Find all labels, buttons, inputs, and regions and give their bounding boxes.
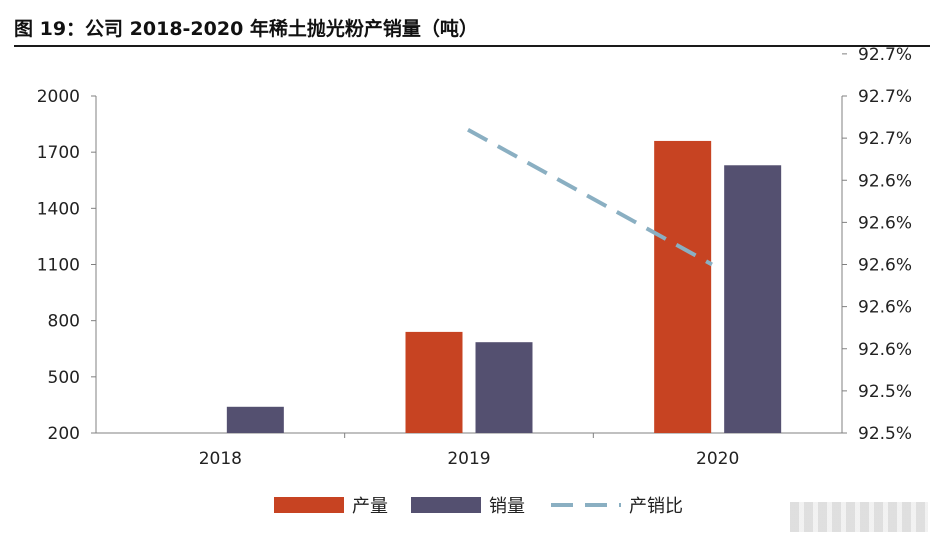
left-axis-tick-label: 200 [48, 424, 80, 444]
right-axis-tick-label: 92.7% [858, 45, 912, 65]
left-axis-tick-label: 1700 [37, 143, 80, 163]
right-axis-tick-label: 92.7% [858, 129, 912, 149]
right-axis-tick-label: 92.5% [858, 424, 912, 444]
legend-swatch-sales [411, 497, 481, 513]
right-axis-tick-label: 92.5% [858, 382, 912, 402]
legend-label: 产量 [352, 496, 388, 517]
right-axis-tick-label: 92.6% [858, 213, 912, 233]
bar-sales [724, 165, 782, 433]
left-axis-tick-label: 2000 [37, 87, 80, 107]
x-axis-tick-label: 2019 [447, 449, 490, 469]
bar-production [654, 140, 712, 433]
line-ratio-segment [467, 127, 713, 267]
watermark [790, 502, 928, 532]
right-axis-tick-label: 92.6% [858, 298, 912, 318]
right-axis-tick-label: 92.7% [858, 87, 912, 107]
bar-sales [475, 342, 533, 433]
figure-title: 图 19：公司 2018-2020 年稀土抛光粉产销量（吨） [14, 18, 478, 40]
legend-label: 产销比 [629, 496, 683, 517]
x-axis-tick-label: 2020 [696, 449, 739, 469]
right-axis-tick-label: 92.6% [858, 340, 912, 360]
right-axis-tick-label: 92.6% [858, 171, 912, 191]
x-axis-tick-label: 2018 [199, 449, 242, 469]
legend-label: 销量 [489, 496, 525, 517]
right-axis-tick-label: 92.6% [858, 256, 912, 276]
title-divider [14, 45, 930, 47]
left-axis-tick-label: 500 [48, 368, 80, 388]
legend-swatch-production [274, 497, 344, 513]
left-axis-tick-label: 1400 [37, 199, 80, 219]
bar-sales [226, 406, 284, 433]
bar-production [405, 331, 463, 433]
left-axis-tick-label: 800 [48, 312, 80, 332]
left-axis-tick-label: 1100 [37, 256, 80, 276]
